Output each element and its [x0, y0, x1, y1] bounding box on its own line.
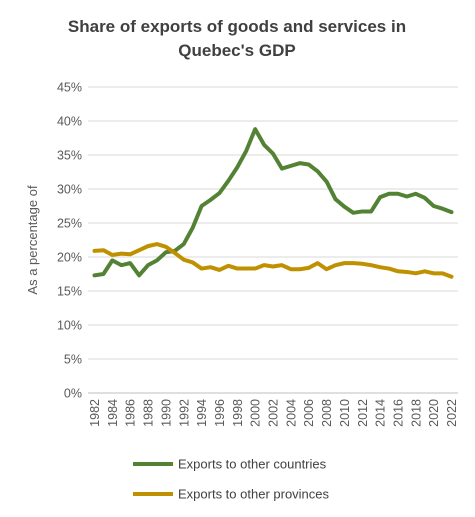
series-line-exports-other-countries	[92, 127, 454, 278]
x-tick-label: 2018	[409, 399, 423, 427]
x-tick-label: 1998	[231, 399, 245, 427]
x-tick-label: 1992	[177, 399, 191, 427]
y-tick-label: 20%	[57, 251, 82, 265]
x-axis-tick-labels: 1982 1984 1986 1988 1990 1992 1994 1996 1998 2000…	[88, 399, 459, 427]
series-line-exports-other-provinces	[92, 242, 454, 279]
y-tick-label: 30%	[57, 183, 82, 197]
chart-title-line-2: Quebec's GDP	[178, 41, 295, 60]
x-tick-label: 1988	[142, 399, 156, 427]
x-tick-label: 2008	[320, 399, 334, 427]
y-tick-label: 10%	[57, 319, 82, 333]
y-tick-label: 45%	[57, 81, 82, 95]
x-tick-label: 2022	[445, 399, 459, 427]
x-tick-label: 2000	[249, 399, 263, 427]
x-tick-label: 2020	[427, 399, 441, 427]
x-tick-label: 2002	[267, 399, 281, 427]
x-tick-label: 1990	[159, 399, 173, 427]
y-tick-label: 35%	[57, 149, 82, 163]
y-tick-label: 0%	[64, 387, 82, 401]
legend-label-exports-other-countries: Exports to other countries	[178, 457, 327, 472]
gridlines	[88, 86, 458, 394]
x-tick-label: 2010	[338, 399, 352, 427]
y-tick-label: 25%	[57, 217, 82, 231]
x-tick-label: 2016	[391, 399, 405, 427]
legend: Exports to other countries Exports to ot…	[133, 457, 330, 502]
x-tick-label: 2012	[356, 399, 370, 427]
x-tick-label: 1986	[124, 399, 138, 427]
x-tick-label: 2004	[284, 399, 298, 427]
y-axis-tick-labels: 0% 5% 10% 15% 20% 25% 30% 35% 40% 45%	[57, 81, 82, 401]
y-tick-label: 5%	[64, 353, 82, 367]
x-tick-label: 1982	[88, 399, 102, 427]
series-lines	[92, 127, 454, 279]
x-tick-label: 1994	[195, 399, 209, 427]
chart-title-line-1: Share of exports of goods and services i…	[68, 17, 406, 36]
legend-label-exports-other-provinces: Exports to other provinces	[178, 487, 330, 502]
x-tick-label: 1984	[106, 399, 120, 427]
y-axis-label: As a percentage of	[25, 185, 40, 295]
y-tick-label: 40%	[57, 115, 82, 129]
x-tick-label: 2006	[302, 399, 316, 427]
y-tick-label: 15%	[57, 285, 82, 299]
x-tick-label: 1996	[213, 399, 227, 427]
x-tick-label: 2014	[374, 399, 388, 427]
